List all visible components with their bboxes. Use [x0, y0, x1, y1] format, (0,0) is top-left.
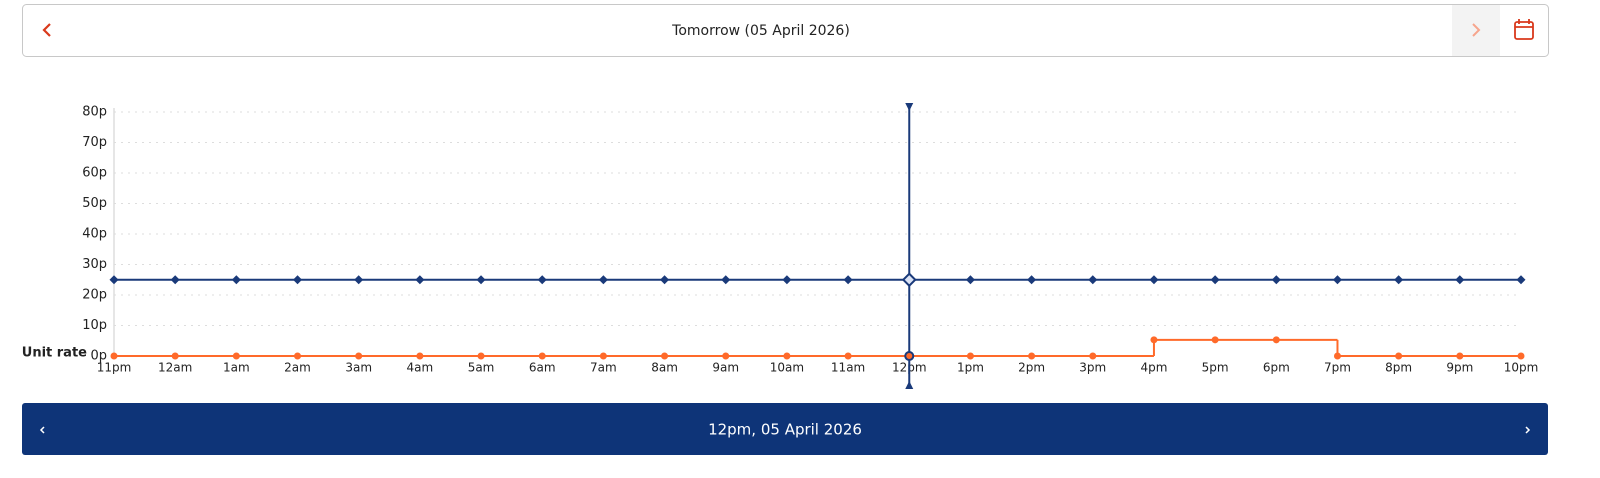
point [904, 351, 915, 361]
point [1089, 352, 1097, 360]
point [1332, 275, 1342, 285]
x-tick-label: 6am [529, 361, 556, 375]
point [661, 352, 669, 360]
point [1516, 275, 1526, 285]
point [1272, 336, 1280, 344]
selected-time: 12pm, 05 April 2026 [708, 421, 862, 439]
x-tick-label: 3am [345, 361, 372, 375]
y-axis-label: Unit rate [22, 346, 87, 361]
next-day-bg [1452, 5, 1500, 56]
x-tick-label: 7pm [1324, 361, 1351, 375]
point [477, 352, 485, 360]
point [1455, 275, 1465, 285]
chart: 0p 10p 20p 30p 40p 50p 60p 70p 80p Unit rate 11pm 1… [22, 103, 1539, 389]
point [599, 352, 607, 360]
point [416, 352, 424, 360]
x-tick-label: 3pm [1079, 361, 1106, 375]
x-tick-label: 4am [407, 361, 434, 375]
prev-day-button[interactable] [42, 23, 51, 37]
x-tick-label: 1pm [957, 361, 984, 375]
point [232, 352, 240, 360]
y-tick-label: 70p [82, 135, 107, 150]
point [415, 275, 425, 285]
point [1395, 352, 1403, 360]
x-tick-label: 8am [651, 361, 678, 375]
point [294, 352, 302, 360]
calendar-button[interactable] [1514, 19, 1534, 40]
x-tick-label: 10am [770, 361, 804, 375]
point [1456, 352, 1464, 360]
point [1517, 352, 1525, 360]
point [965, 275, 975, 285]
y-tick-label: 30p [82, 257, 107, 272]
point [722, 352, 730, 360]
x-tick-label: 2pm [1018, 361, 1045, 375]
point [476, 275, 486, 285]
point [231, 275, 241, 285]
point [1394, 275, 1404, 285]
point [844, 352, 852, 360]
crosshair-cap [905, 381, 914, 389]
x-tick-label: 11am [831, 361, 865, 375]
x-tick-label: 9am [712, 361, 739, 375]
point [1088, 275, 1098, 285]
point [1028, 352, 1036, 360]
point [721, 275, 731, 285]
y-tick-label: 10p [82, 318, 107, 333]
x-tick-label: 12am [158, 361, 192, 375]
selected-time-bar [22, 403, 1548, 455]
next-time-button[interactable] [1525, 426, 1531, 434]
next-day-button[interactable] [1472, 23, 1481, 37]
y-tick-label: 80p [82, 105, 107, 120]
point [660, 275, 670, 285]
prev-time-button[interactable] [39, 426, 45, 434]
x-tick-label: 11pm [97, 361, 132, 375]
y-tick-label: 60p [82, 166, 107, 181]
point [843, 275, 853, 285]
crosshair-cap [905, 103, 914, 111]
point [1149, 275, 1159, 285]
y-tick-label: 20p [82, 288, 107, 303]
point [354, 275, 364, 285]
point [782, 275, 792, 285]
point [109, 275, 119, 285]
point [293, 275, 303, 285]
point [598, 275, 608, 285]
point [110, 352, 118, 360]
y-tick-label: 0p [90, 349, 107, 364]
date-bar [22, 4, 1549, 57]
point [537, 275, 547, 285]
x-tick-label: 1am [223, 361, 250, 375]
point [1271, 275, 1281, 285]
date-title: Tomorrow (05 April 2026) [671, 23, 850, 39]
point [1150, 336, 1158, 344]
point [171, 352, 179, 360]
point [170, 275, 180, 285]
x-tick-label: 7am [590, 361, 617, 375]
x-tick-label: 2am [284, 361, 311, 375]
y-tick-label: 50p [82, 196, 107, 211]
x-tick-label: 5am [468, 361, 495, 375]
y-tick-label: 40p [82, 227, 107, 242]
point [966, 352, 974, 360]
x-tick-label: 9pm [1446, 361, 1473, 375]
x-tick-label: 8pm [1385, 361, 1412, 375]
point [783, 352, 791, 360]
x-tick-label: 5pm [1202, 361, 1229, 375]
x-tick-label: 10pm [1504, 361, 1539, 375]
point [1333, 352, 1341, 360]
point [1210, 275, 1220, 285]
point [1211, 336, 1219, 344]
point [901, 272, 917, 288]
point [1027, 275, 1037, 285]
point [538, 352, 546, 360]
point [355, 352, 363, 360]
x-tick-label: 6pm [1263, 361, 1290, 375]
x-tick-label: 4pm [1140, 361, 1167, 375]
